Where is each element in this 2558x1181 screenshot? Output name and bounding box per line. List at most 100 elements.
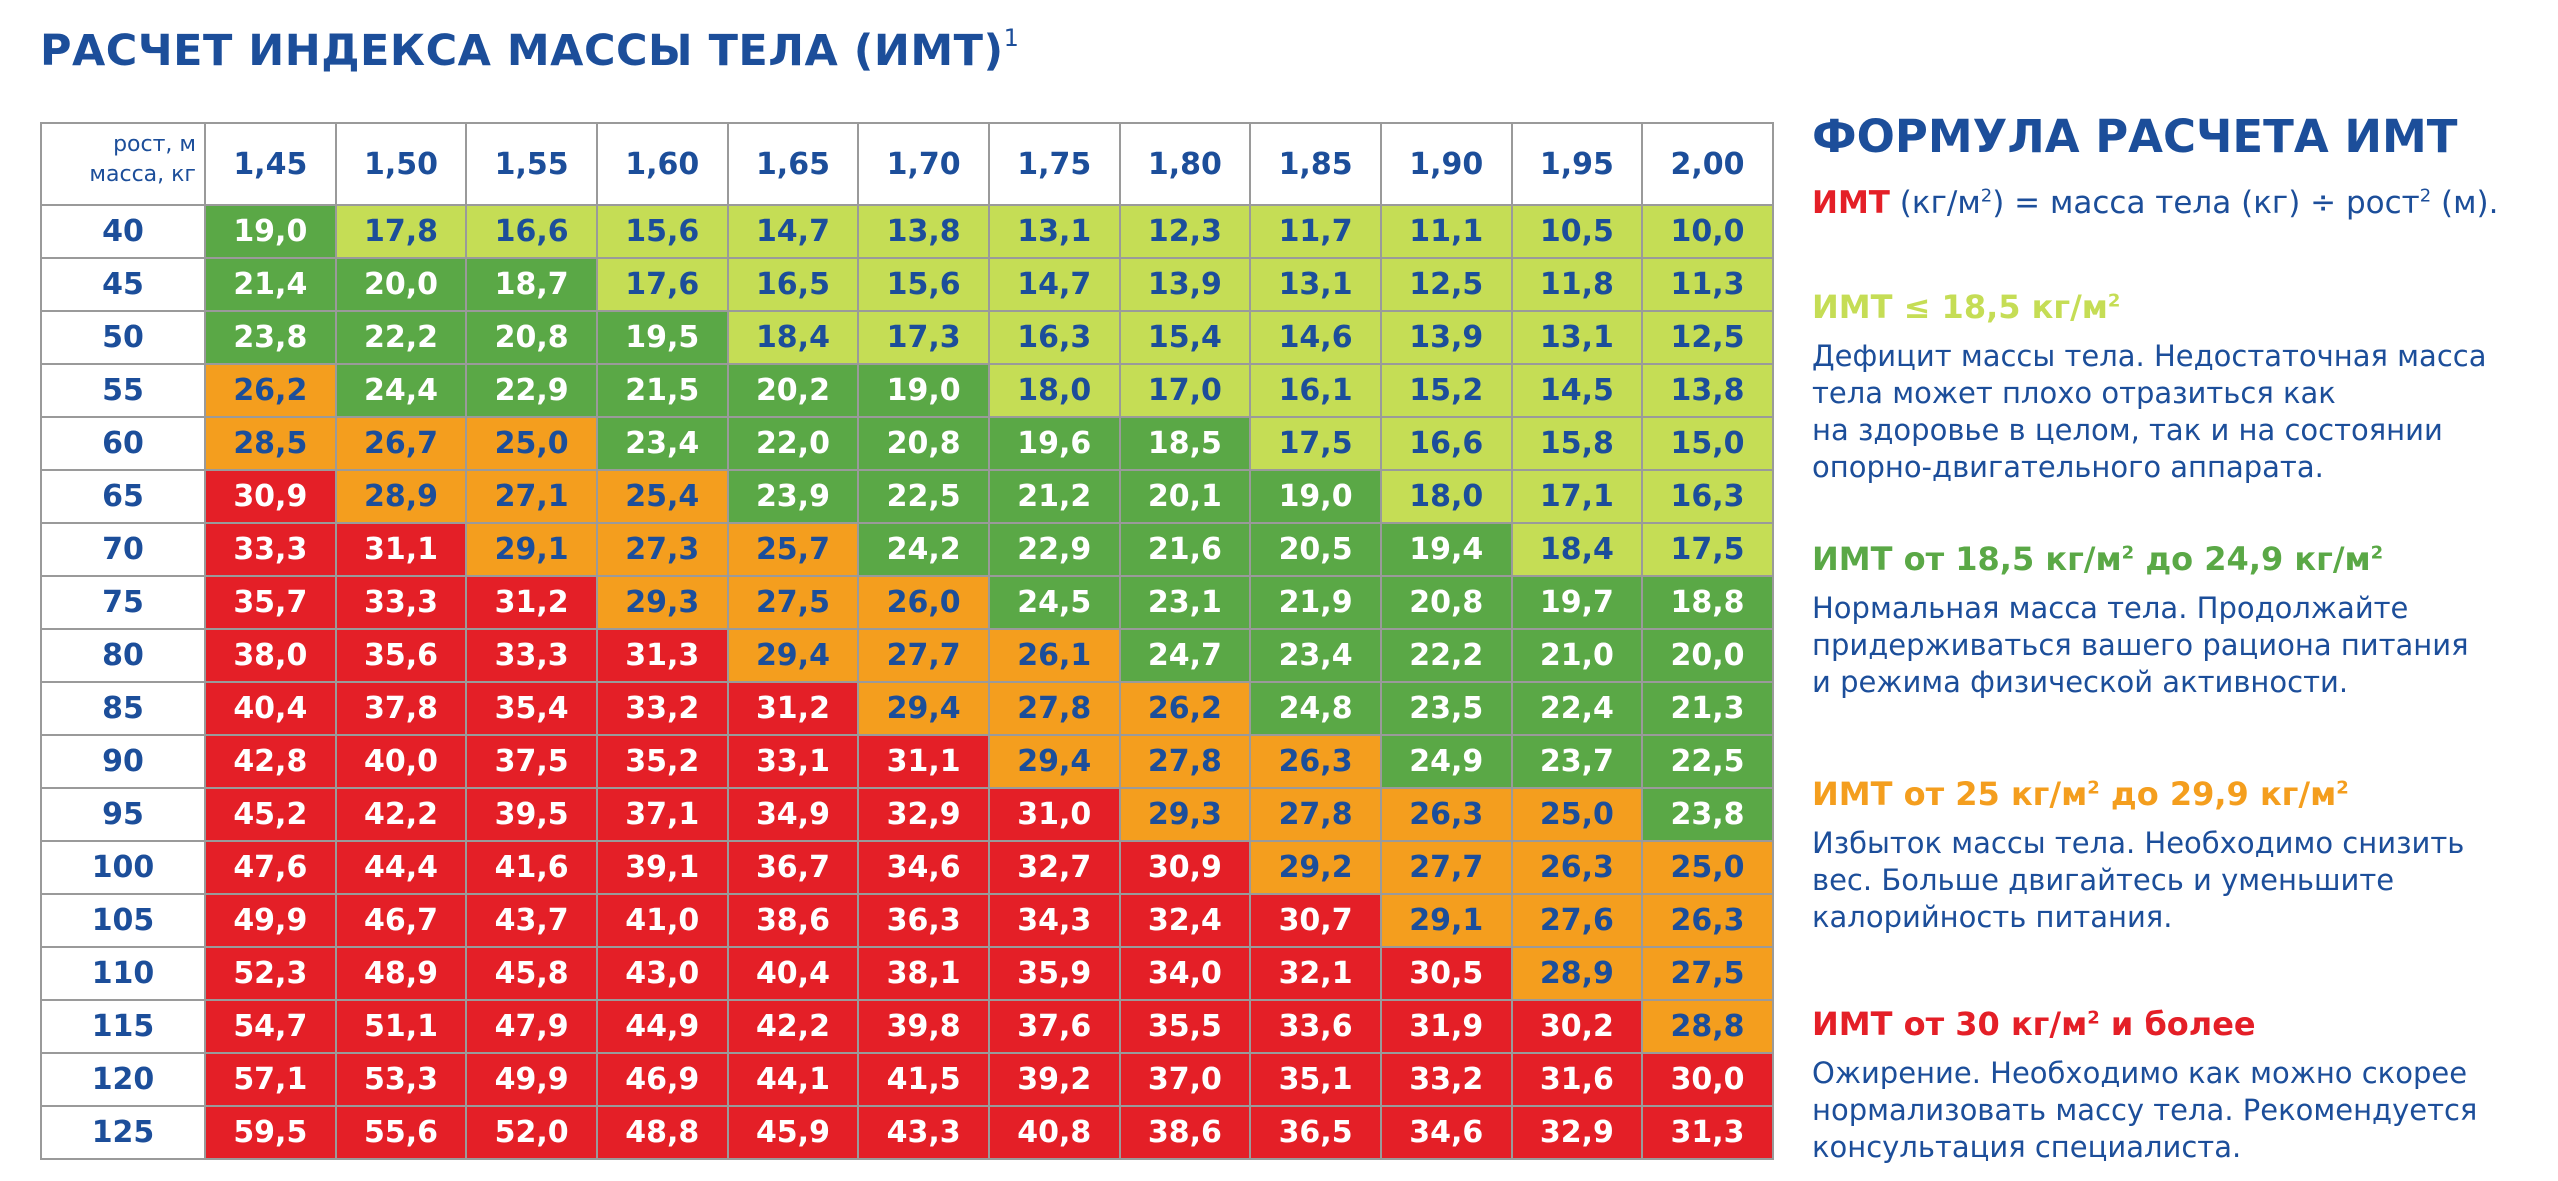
bmi-cell: 33,6 xyxy=(1249,999,1382,1054)
weight-header-cell: 90 xyxy=(40,734,206,789)
bmi-cell: 30,5 xyxy=(1379,946,1513,1001)
table-row: 50 23,8 22,2 20,8 19,5 18,4 17,3 16,3 15,4 14,6 13… xyxy=(40,310,1774,365)
bmi-cell: 19,5 xyxy=(595,310,729,365)
bmi-cell: 22,9 xyxy=(987,522,1121,577)
weight-header-cell: 95 xyxy=(40,787,206,842)
bmi-cell: 34,3 xyxy=(987,893,1121,948)
bmi-cell: 45,9 xyxy=(726,1105,860,1160)
bmi-cell: 29,4 xyxy=(726,628,860,683)
bmi-cell: 26,2 xyxy=(1118,681,1252,736)
bmi-cell: 52,3 xyxy=(204,946,337,1001)
bmi-cell: 38,6 xyxy=(726,893,860,948)
bmi-cell: 26,7 xyxy=(334,416,468,471)
weight-header-cell: 115 xyxy=(40,999,206,1054)
category-heading: ИМТ от 25 кг/м2 до 29,9 кг/м2 xyxy=(1812,775,2349,813)
title-footnote: 1 xyxy=(1003,23,1020,52)
bmi-cell: 22,9 xyxy=(465,363,598,418)
bmi-cell: 23,8 xyxy=(204,310,337,365)
bmi-cell: 37,8 xyxy=(334,681,468,736)
bmi-cell: 13,1 xyxy=(1510,310,1644,365)
bmi-cell: 32,7 xyxy=(987,840,1121,895)
bmi-cell: 14,7 xyxy=(987,257,1121,312)
bmi-cell: 17,5 xyxy=(1249,416,1382,471)
bmi-cell: 11,8 xyxy=(1510,257,1644,312)
table-row: 45 21,4 20,0 18,7 17,6 16,5 15,6 14,7 13,9 13,1 12… xyxy=(40,257,1774,312)
weight-header-cell: 50 xyxy=(40,310,206,365)
bmi-cell: 38,0 xyxy=(204,628,337,683)
bmi-cell: 44,1 xyxy=(726,1052,860,1107)
bmi-cell: 14,6 xyxy=(1249,310,1382,365)
bmi-cell: 31,1 xyxy=(857,734,990,789)
height-header-cell: 1,50 xyxy=(334,122,468,206)
bmi-cell: 26,3 xyxy=(1379,787,1513,842)
bmi-cell: 21,5 xyxy=(595,363,729,418)
bmi-cell: 21,3 xyxy=(1641,681,1774,736)
bmi-cell: 33,1 xyxy=(726,734,860,789)
bmi-cell: 21,2 xyxy=(987,469,1121,524)
table-row: 115 54,7 51,1 47,9 44,9 42,2 39,8 37,6 35,5 33,6 3… xyxy=(40,999,1774,1054)
bmi-cell: 15,6 xyxy=(857,257,990,312)
bmi-cell: 27,3 xyxy=(595,522,729,577)
bmi-cell: 29,1 xyxy=(1379,893,1513,948)
table-row: 55 26,2 24,4 22,9 21,5 20,2 19,0 18,0 17,0 16,1 15… xyxy=(40,363,1774,418)
weight-header-cell: 105 xyxy=(40,893,206,948)
bmi-cell: 20,8 xyxy=(465,310,598,365)
bmi-cell: 21,6 xyxy=(1118,522,1252,577)
bmi-cell: 14,7 xyxy=(726,204,860,259)
bmi-cell: 42,2 xyxy=(726,999,860,1054)
category-heading: ИМТ от 30 кг/м2 и более xyxy=(1812,1005,2256,1043)
bmi-cell: 15,0 xyxy=(1641,416,1774,471)
bmi-cell: 22,2 xyxy=(1379,628,1513,683)
bmi-cell: 24,7 xyxy=(1118,628,1252,683)
table-row: 75 35,7 33,3 31,2 29,3 27,5 26,0 24,5 23,1 21,9 20… xyxy=(40,575,1774,630)
formula-heading: ФОРМУЛА РАСЧЕТА ИМТ xyxy=(1812,110,2458,163)
bmi-cell: 31,2 xyxy=(465,575,598,630)
bmi-cell: 26,0 xyxy=(857,575,990,630)
bmi-cell: 47,6 xyxy=(204,840,337,895)
height-header-cell: 1,65 xyxy=(726,122,860,206)
bmi-cell: 39,2 xyxy=(987,1052,1121,1107)
formula-text: ИМТ (кг/м2) = масса тела (кг) ÷ рост2 (м… xyxy=(1812,185,2552,221)
table-row: 125 59,5 55,6 52,0 48,8 45,9 43,3 40,8 38,6 36,5 3… xyxy=(40,1105,1774,1160)
bmi-cell: 30,0 xyxy=(1641,1052,1774,1107)
bmi-cell: 20,5 xyxy=(1249,522,1382,577)
bmi-cell: 23,8 xyxy=(1641,787,1774,842)
bmi-cell: 22,0 xyxy=(726,416,860,471)
bmi-cell: 36,5 xyxy=(1249,1105,1382,1160)
bmi-cell: 24,9 xyxy=(1379,734,1513,789)
bmi-cell: 45,2 xyxy=(204,787,337,842)
bmi-cell: 51,1 xyxy=(334,999,468,1054)
bmi-cell: 16,1 xyxy=(1249,363,1382,418)
bmi-cell: 28,8 xyxy=(1641,999,1774,1054)
bmi-cell: 11,7 xyxy=(1249,204,1382,259)
bmi-cell: 41,0 xyxy=(595,893,729,948)
category-heading: ИМТ от 18,5 кг/м2 до 24,9 кг/м2 xyxy=(1812,540,2384,578)
bmi-cell: 31,1 xyxy=(334,522,468,577)
table-row: 120 57,1 53,3 49,9 46,9 44,1 41,5 39,2 37,0 35,1 3… xyxy=(40,1052,1774,1107)
bmi-cell: 40,4 xyxy=(726,946,860,1001)
bmi-cell: 26,3 xyxy=(1641,893,1774,948)
bmi-cell: 38,1 xyxy=(857,946,990,1001)
bmi-cell: 35,7 xyxy=(204,575,337,630)
bmi-cell: 49,9 xyxy=(465,1052,598,1107)
bmi-cell: 23,4 xyxy=(1249,628,1382,683)
bmi-cell: 34,9 xyxy=(726,787,860,842)
bmi-cell: 30,2 xyxy=(1510,999,1644,1054)
weight-header-cell: 75 xyxy=(40,575,206,630)
height-header-cell: 2,00 xyxy=(1641,122,1774,206)
bmi-cell: 19,7 xyxy=(1510,575,1644,630)
weight-header-cell: 60 xyxy=(40,416,206,471)
bmi-cell: 32,9 xyxy=(857,787,990,842)
bmi-cell: 29,2 xyxy=(1249,840,1382,895)
bmi-cell: 24,8 xyxy=(1249,681,1382,736)
height-header-cell: 1,45 xyxy=(204,122,337,206)
table-row: 80 38,0 35,6 33,3 31,3 29,4 27,7 26,1 24,7 23,4 22… xyxy=(40,628,1774,683)
bmi-cell: 17,1 xyxy=(1510,469,1644,524)
height-axis-label: рост, м xyxy=(113,132,196,157)
table-row: 60 28,5 26,7 25,0 23,4 22,0 20,8 19,6 18,5 17,5 16… xyxy=(40,416,1774,471)
bmi-cell: 13,9 xyxy=(1118,257,1252,312)
bmi-cell: 20,1 xyxy=(1118,469,1252,524)
bmi-cell: 37,0 xyxy=(1118,1052,1252,1107)
formula-part1: (кг/м xyxy=(1889,185,1981,221)
bmi-cell: 20,8 xyxy=(857,416,990,471)
